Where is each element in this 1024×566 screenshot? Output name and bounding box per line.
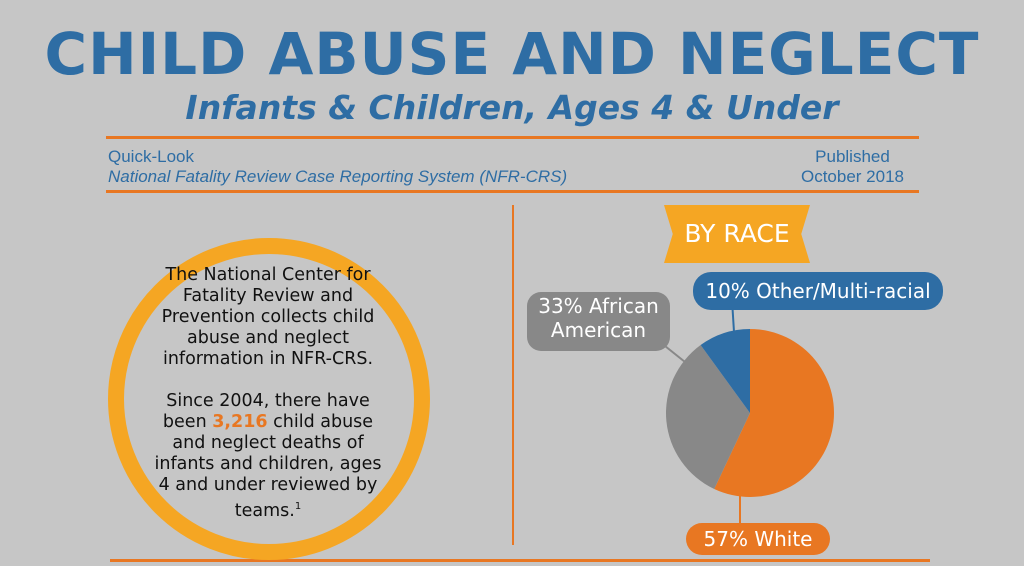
- published-label: Published: [815, 147, 890, 166]
- vertical-divider: [512, 205, 514, 545]
- p2-after: child abuse and neglect deaths of infant…: [154, 412, 382, 521]
- p2-before: Since 2004, there have been: [162, 391, 370, 432]
- death-count: 3,216: [212, 412, 268, 432]
- label-white: 57% White: [686, 523, 830, 555]
- pie-slice-white: [714, 328, 834, 497]
- circle-paragraph-2: Since 2004, there have been 3,216 child …: [150, 391, 386, 522]
- quick-look-label: Quick-Look: [108, 147, 194, 166]
- page-title: CHILD ABUSE AND NEGLECT: [44, 20, 980, 88]
- circle-text: The National Center for Fatality Review …: [150, 265, 386, 522]
- system-name: National Fatality Review Case Reporting …: [108, 167, 568, 186]
- label-other: 10% Other/Multi-racial: [693, 272, 943, 310]
- page-subtitle: Infants & Children, Ages 4 & Under: [185, 88, 839, 127]
- divider-top: [106, 136, 919, 139]
- published-date: October 2018: [800, 167, 904, 186]
- circle-paragraph-1: The National Center for Fatality Review …: [161, 265, 375, 369]
- divider-mid: [106, 190, 919, 193]
- divider-bottom: [110, 559, 930, 562]
- meta-left: Quick-Look National Fatality Review Case…: [108, 147, 567, 187]
- chart-title: BY RACE: [684, 219, 790, 248]
- chart-title-banner: BY RACE: [664, 205, 810, 263]
- pie-slice-african-american: [666, 345, 750, 490]
- label-african-american: 33% African American: [527, 292, 670, 351]
- footnote-marker: 1: [294, 501, 302, 512]
- meta-right: Published October 2018: [801, 147, 904, 187]
- pie-slice-other-multi-racial: [700, 329, 750, 413]
